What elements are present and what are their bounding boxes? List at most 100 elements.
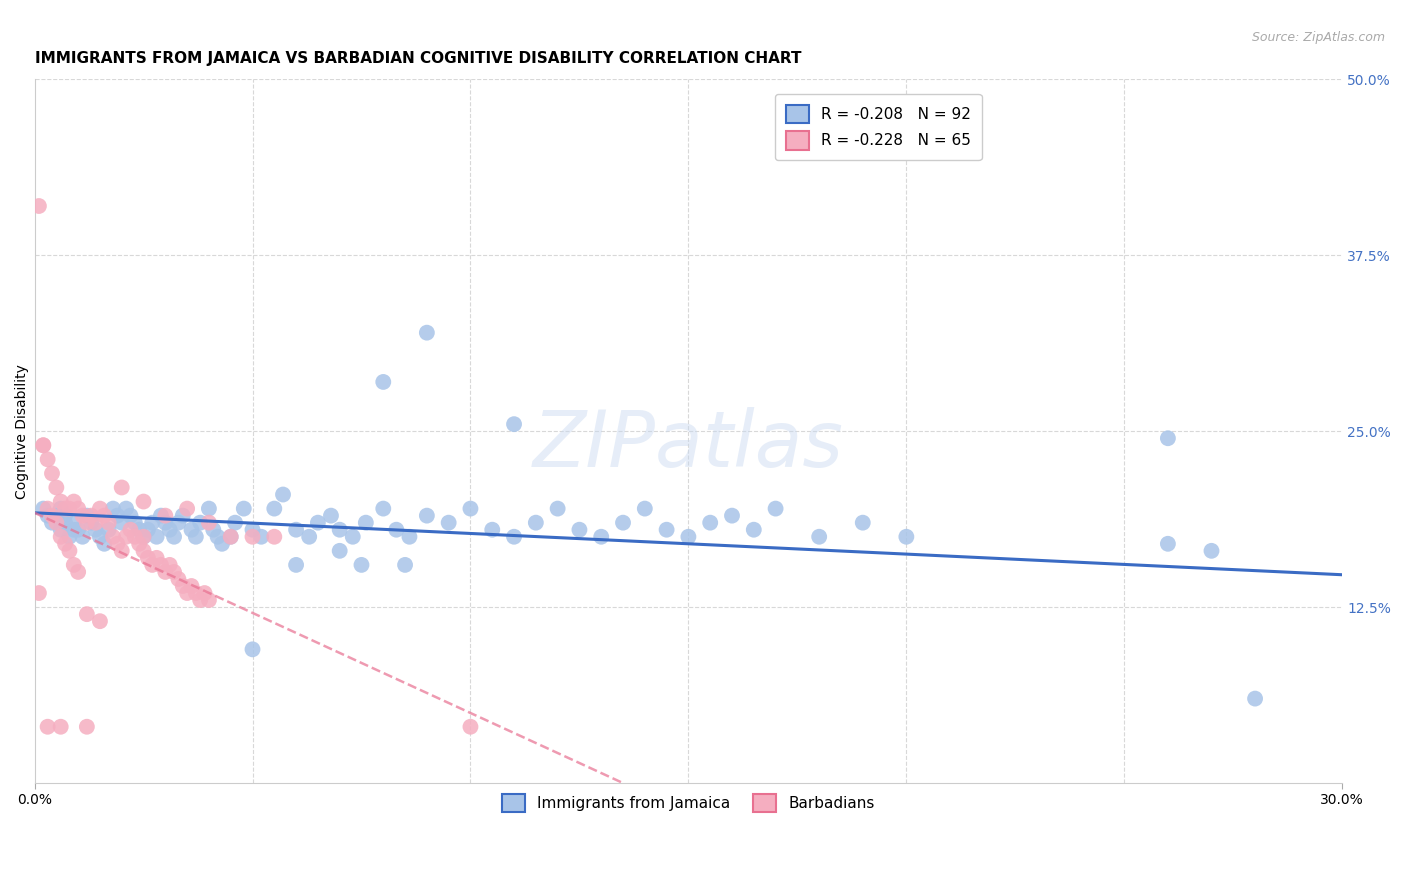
Point — [41, 467, 63, 481]
Point — [101, 501, 124, 516]
Point — [67, 565, 90, 579]
Point — [120, 508, 142, 523]
Point — [111, 481, 134, 495]
Point — [250, 530, 273, 544]
Point — [67, 501, 90, 516]
Point — [93, 537, 115, 551]
Point — [101, 530, 124, 544]
Point — [141, 516, 163, 530]
Point — [167, 516, 190, 530]
Point — [80, 508, 103, 523]
Point — [32, 438, 55, 452]
Point — [1244, 691, 1267, 706]
Point — [132, 544, 155, 558]
Point — [298, 530, 321, 544]
Point — [1157, 537, 1180, 551]
Point — [167, 572, 190, 586]
Point — [89, 614, 111, 628]
Point — [111, 544, 134, 558]
Point — [460, 501, 482, 516]
Point — [58, 501, 80, 516]
Point — [155, 565, 177, 579]
Point — [105, 537, 128, 551]
Point — [188, 516, 211, 530]
Point — [132, 494, 155, 508]
Point — [53, 516, 76, 530]
Text: Source: ZipAtlas.com: Source: ZipAtlas.com — [1251, 31, 1385, 45]
Point — [319, 508, 342, 523]
Point — [350, 558, 373, 572]
Point — [53, 537, 76, 551]
Point — [398, 530, 420, 544]
Point — [808, 530, 831, 544]
Point — [198, 593, 221, 607]
Point — [163, 565, 186, 579]
Point — [416, 508, 439, 523]
Point — [67, 523, 90, 537]
Point — [41, 508, 63, 523]
Point — [742, 523, 765, 537]
Point — [184, 586, 207, 600]
Point — [180, 523, 202, 537]
Point — [385, 523, 408, 537]
Point — [224, 516, 246, 530]
Point — [49, 530, 72, 544]
Point — [765, 501, 787, 516]
Point — [394, 558, 416, 572]
Point — [97, 516, 120, 530]
Point — [896, 530, 918, 544]
Text: IMMIGRANTS FROM JAMAICA VS BARBADIAN COGNITIVE DISABILITY CORRELATION CHART: IMMIGRANTS FROM JAMAICA VS BARBADIAN COG… — [35, 51, 801, 66]
Point — [58, 544, 80, 558]
Point — [373, 501, 395, 516]
Text: ZIPatlas: ZIPatlas — [533, 408, 844, 483]
Point — [28, 199, 51, 213]
Point — [128, 523, 150, 537]
Point — [591, 530, 613, 544]
Point — [115, 530, 138, 544]
Point — [180, 579, 202, 593]
Point — [263, 530, 285, 544]
Point — [172, 579, 194, 593]
Point — [437, 516, 460, 530]
Point — [76, 607, 98, 622]
Point — [159, 558, 181, 572]
Point — [120, 523, 142, 537]
Point — [263, 501, 285, 516]
Point — [132, 530, 155, 544]
Point — [49, 720, 72, 734]
Point — [852, 516, 875, 530]
Point — [80, 516, 103, 530]
Point — [76, 508, 98, 523]
Point — [72, 530, 94, 544]
Point — [242, 523, 264, 537]
Point — [202, 523, 225, 537]
Point — [49, 494, 72, 508]
Point — [89, 530, 111, 544]
Point — [53, 508, 76, 523]
Point — [89, 501, 111, 516]
Point — [32, 438, 55, 452]
Point — [242, 530, 264, 544]
Point — [678, 530, 700, 544]
Point — [524, 516, 547, 530]
Point — [219, 530, 242, 544]
Point — [49, 501, 72, 516]
Point — [149, 558, 172, 572]
Point — [568, 523, 591, 537]
Point — [159, 523, 181, 537]
Point — [128, 537, 150, 551]
Point — [176, 501, 198, 516]
Point — [163, 530, 186, 544]
Point — [76, 720, 98, 734]
Point — [32, 501, 55, 516]
Point — [612, 516, 634, 530]
Point — [105, 508, 128, 523]
Point — [634, 501, 657, 516]
Point — [198, 501, 221, 516]
Point — [49, 523, 72, 537]
Point — [45, 516, 67, 530]
Point — [285, 523, 308, 537]
Point — [115, 501, 138, 516]
Point — [37, 452, 59, 467]
Point — [219, 530, 242, 544]
